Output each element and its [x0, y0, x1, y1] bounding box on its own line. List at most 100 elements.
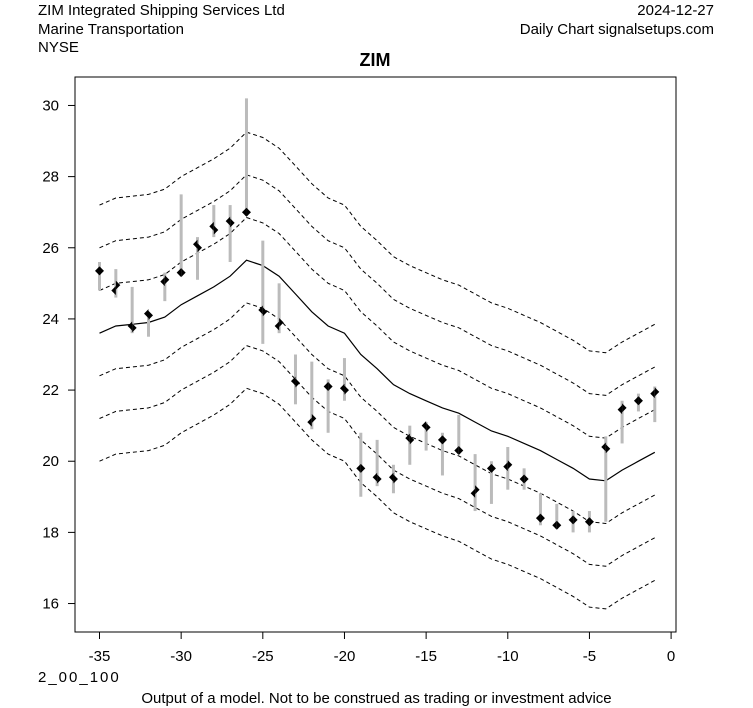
open-marker — [372, 472, 378, 482]
open-marker — [307, 417, 312, 427]
y-tick-label: 26 — [42, 240, 59, 257]
close-marker — [115, 280, 121, 290]
center-line — [99, 259, 656, 482]
open-marker — [160, 277, 165, 287]
open-marker — [617, 405, 623, 415]
close-marker — [295, 378, 300, 388]
band-line — [99, 302, 656, 525]
open-marker — [633, 396, 639, 406]
y-tick-label: 30 — [42, 97, 59, 114]
close-marker — [442, 435, 447, 445]
close-marker — [573, 515, 578, 525]
y-tick-label: 28 — [42, 169, 59, 186]
band-line — [99, 216, 656, 439]
plot-frame — [74, 76, 677, 633]
open-marker — [454, 446, 459, 456]
open-marker — [225, 216, 231, 226]
open-marker — [290, 376, 296, 386]
band-line — [99, 345, 656, 567]
close-marker — [197, 243, 202, 253]
close-marker — [148, 310, 153, 320]
open-marker — [258, 305, 263, 315]
close-marker — [181, 268, 186, 278]
open-marker — [584, 517, 590, 527]
model-code: 2_00_100 — [38, 669, 121, 686]
open-marker — [111, 285, 116, 295]
x-tick-label: -20 — [334, 648, 356, 665]
x-tick-label: -15 — [415, 648, 437, 665]
close-marker — [393, 474, 398, 484]
close-marker — [605, 444, 611, 454]
band-line — [99, 387, 656, 610]
close-marker — [328, 382, 333, 392]
sector-label: Marine Transportation — [38, 21, 184, 38]
open-marker — [241, 207, 247, 217]
x-tick-label: -10 — [497, 648, 519, 665]
chart-title: ZIM — [360, 50, 391, 70]
close-marker — [377, 474, 382, 484]
open-marker — [552, 520, 557, 530]
close-marker — [654, 387, 660, 397]
band-lines — [99, 131, 656, 610]
open-marker — [568, 515, 574, 525]
close-marker — [458, 446, 464, 456]
open-marker — [143, 309, 149, 319]
close-marker — [426, 422, 431, 432]
y-tick-label: 20 — [42, 453, 59, 470]
close-marker — [491, 463, 496, 473]
open-marker — [486, 463, 492, 473]
close-marker — [524, 474, 529, 484]
open-marker — [470, 488, 476, 498]
close-marker — [622, 403, 627, 413]
open-marker — [192, 239, 198, 249]
y-tick-label: 22 — [42, 382, 59, 399]
x-tick-label: -25 — [252, 648, 274, 665]
close-marker — [556, 520, 562, 530]
y-tick-label: 24 — [42, 311, 59, 328]
open-marker — [339, 383, 345, 393]
open-marker — [650, 389, 655, 399]
open-marker — [323, 382, 329, 392]
close-marker — [230, 218, 235, 228]
close-marker — [99, 266, 104, 276]
y-tick-label: 16 — [42, 596, 59, 613]
company-name: ZIM Integrated Shipping Services Ltd — [38, 2, 285, 19]
open-marker — [601, 442, 606, 452]
close-marker — [589, 517, 594, 527]
open-marker — [209, 221, 214, 231]
exchange-label: NYSE — [38, 39, 79, 56]
open-marker — [519, 474, 525, 484]
close-marker — [279, 317, 284, 327]
close-marker — [164, 275, 170, 285]
disclaimer: Output of a model. Not to be construed a… — [141, 690, 612, 707]
y-tick-label: 18 — [42, 524, 59, 541]
close-marker — [311, 414, 317, 424]
band-line — [99, 174, 656, 396]
chart-date: 2024-12-27 — [637, 2, 714, 19]
open-marker — [535, 513, 541, 523]
close-marker — [213, 225, 219, 235]
open-marker — [437, 435, 443, 445]
x-tick-label: -35 — [89, 648, 111, 665]
close-marker — [132, 323, 137, 333]
x-tick-label: -30 — [170, 648, 192, 665]
close-marker — [540, 513, 545, 523]
open-marker — [503, 462, 508, 472]
open-marker — [274, 321, 280, 331]
open-marker — [421, 421, 427, 431]
close-marker — [262, 307, 268, 317]
close-marker — [507, 460, 513, 470]
axes: -35 -30 -25 -20 -15 -10 -5 0 16 18 20 22 24 26 28 30 — [42, 97, 675, 665]
band-line — [99, 131, 656, 354]
open-marker — [176, 268, 182, 278]
open-marker — [388, 472, 394, 482]
close-marker — [409, 435, 415, 445]
chart-source: Daily Chart signalsetups.com — [519, 21, 714, 38]
close-marker — [360, 463, 366, 473]
close-marker — [344, 385, 349, 395]
x-tick-label: -5 — [583, 648, 596, 665]
x-tick-label: 0 — [667, 648, 675, 665]
open-marker — [405, 433, 410, 443]
ohlc-bars — [94, 98, 660, 533]
open-marker — [127, 321, 133, 331]
